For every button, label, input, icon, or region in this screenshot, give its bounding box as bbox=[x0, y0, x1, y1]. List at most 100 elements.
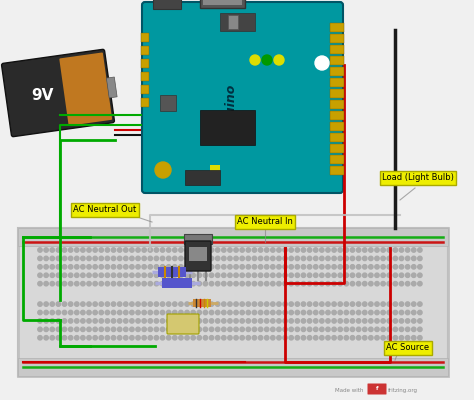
Circle shape bbox=[56, 282, 61, 286]
Circle shape bbox=[313, 319, 318, 323]
Circle shape bbox=[142, 310, 146, 315]
Circle shape bbox=[105, 336, 109, 340]
Circle shape bbox=[252, 327, 256, 332]
Circle shape bbox=[234, 256, 238, 261]
Circle shape bbox=[246, 319, 251, 323]
Circle shape bbox=[50, 310, 55, 315]
Circle shape bbox=[216, 327, 220, 332]
Circle shape bbox=[210, 327, 214, 332]
Circle shape bbox=[350, 282, 355, 286]
Circle shape bbox=[315, 56, 329, 70]
Circle shape bbox=[56, 336, 61, 340]
Circle shape bbox=[295, 248, 300, 252]
Circle shape bbox=[319, 273, 324, 278]
Circle shape bbox=[81, 282, 85, 286]
Bar bbox=[330, 67, 344, 76]
Circle shape bbox=[99, 336, 103, 340]
Circle shape bbox=[387, 327, 392, 332]
Circle shape bbox=[142, 282, 146, 286]
Circle shape bbox=[93, 327, 97, 332]
Circle shape bbox=[258, 302, 263, 306]
Circle shape bbox=[289, 302, 293, 306]
Circle shape bbox=[350, 310, 355, 315]
Circle shape bbox=[87, 282, 91, 286]
Circle shape bbox=[111, 336, 116, 340]
Circle shape bbox=[381, 256, 385, 261]
Circle shape bbox=[411, 319, 416, 323]
Circle shape bbox=[130, 327, 134, 332]
Circle shape bbox=[252, 336, 256, 340]
Circle shape bbox=[56, 256, 61, 261]
Circle shape bbox=[203, 302, 208, 306]
Circle shape bbox=[118, 248, 122, 252]
Circle shape bbox=[136, 273, 140, 278]
Circle shape bbox=[197, 310, 201, 315]
Circle shape bbox=[411, 256, 416, 261]
Circle shape bbox=[210, 336, 214, 340]
Circle shape bbox=[38, 273, 42, 278]
Circle shape bbox=[68, 327, 73, 332]
Circle shape bbox=[332, 265, 336, 269]
Circle shape bbox=[118, 310, 122, 315]
Circle shape bbox=[118, 282, 122, 286]
Circle shape bbox=[350, 273, 355, 278]
Circle shape bbox=[240, 319, 245, 323]
Circle shape bbox=[68, 256, 73, 261]
Circle shape bbox=[289, 310, 293, 315]
Circle shape bbox=[222, 273, 226, 278]
Circle shape bbox=[307, 282, 312, 286]
Circle shape bbox=[301, 327, 306, 332]
Circle shape bbox=[148, 265, 153, 269]
Circle shape bbox=[166, 327, 171, 332]
Circle shape bbox=[375, 336, 379, 340]
Bar bbox=[141, 72, 149, 81]
Circle shape bbox=[210, 282, 214, 286]
Circle shape bbox=[387, 265, 392, 269]
Circle shape bbox=[344, 302, 348, 306]
Circle shape bbox=[363, 256, 367, 261]
Circle shape bbox=[258, 282, 263, 286]
Circle shape bbox=[338, 256, 342, 261]
Circle shape bbox=[350, 319, 355, 323]
Bar bbox=[106, 77, 117, 98]
Circle shape bbox=[179, 319, 183, 323]
Circle shape bbox=[191, 282, 195, 286]
Circle shape bbox=[258, 327, 263, 332]
Circle shape bbox=[240, 256, 245, 261]
Circle shape bbox=[307, 336, 312, 340]
Circle shape bbox=[99, 319, 103, 323]
Circle shape bbox=[191, 248, 195, 252]
Circle shape bbox=[99, 282, 103, 286]
Circle shape bbox=[154, 273, 159, 278]
Circle shape bbox=[252, 273, 256, 278]
Circle shape bbox=[56, 302, 61, 306]
Circle shape bbox=[277, 282, 281, 286]
Circle shape bbox=[326, 327, 330, 332]
Circle shape bbox=[240, 273, 245, 278]
Circle shape bbox=[250, 55, 260, 65]
Bar bbox=[330, 78, 344, 87]
Circle shape bbox=[38, 248, 42, 252]
Circle shape bbox=[344, 319, 348, 323]
Circle shape bbox=[338, 336, 342, 340]
Bar bbox=[18, 228, 448, 376]
Circle shape bbox=[356, 256, 361, 261]
Circle shape bbox=[252, 265, 256, 269]
Circle shape bbox=[216, 256, 220, 261]
Circle shape bbox=[277, 310, 281, 315]
Circle shape bbox=[418, 265, 422, 269]
Circle shape bbox=[68, 336, 73, 340]
Circle shape bbox=[228, 282, 232, 286]
Circle shape bbox=[313, 282, 318, 286]
Circle shape bbox=[160, 265, 165, 269]
Circle shape bbox=[381, 302, 385, 306]
Text: Made with: Made with bbox=[335, 388, 364, 393]
Bar bbox=[330, 56, 344, 65]
Circle shape bbox=[277, 256, 281, 261]
Circle shape bbox=[148, 336, 153, 340]
Circle shape bbox=[375, 265, 379, 269]
Circle shape bbox=[136, 327, 140, 332]
Circle shape bbox=[179, 256, 183, 261]
Circle shape bbox=[387, 302, 392, 306]
Circle shape bbox=[148, 310, 153, 315]
